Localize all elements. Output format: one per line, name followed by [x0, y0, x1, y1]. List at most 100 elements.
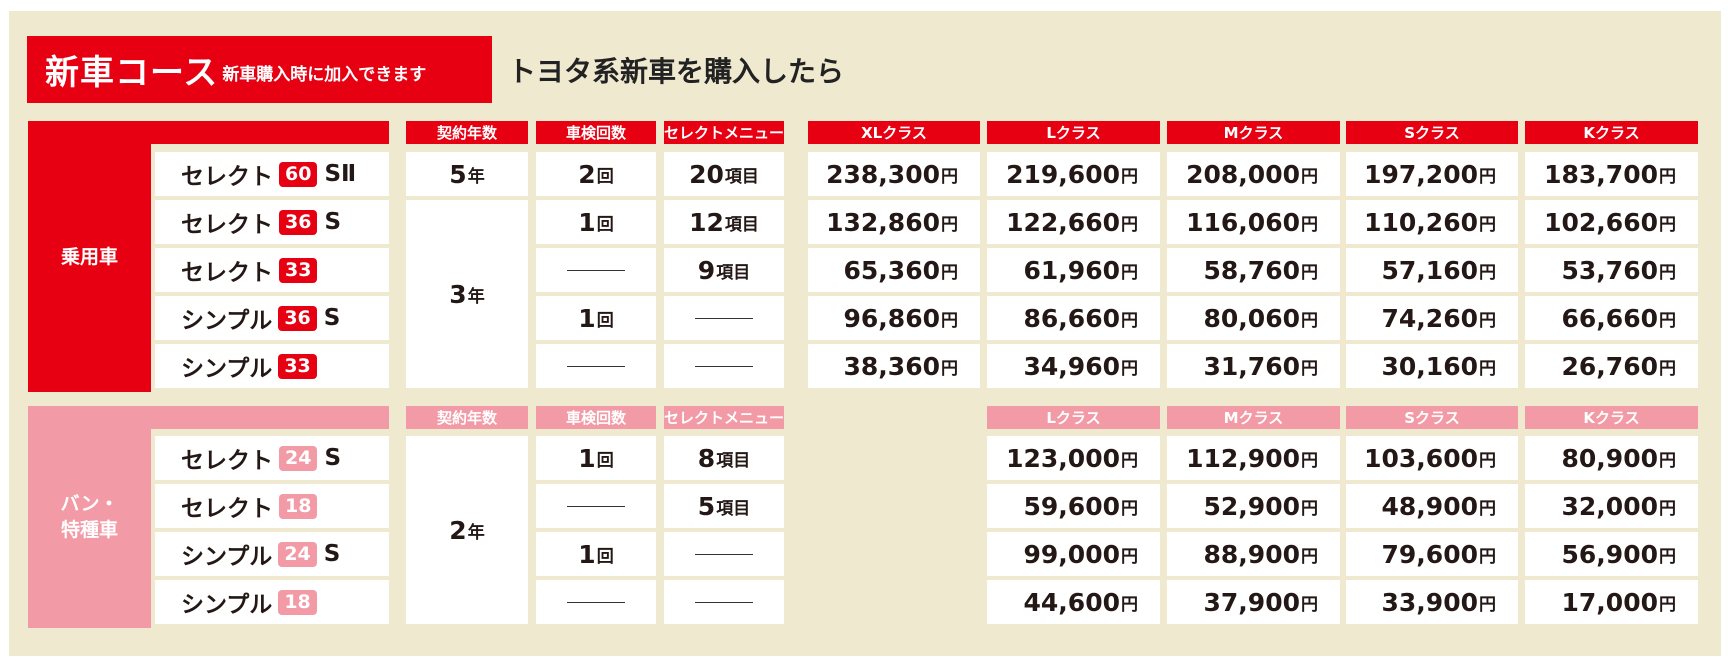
price-value: 48,900 — [1381, 491, 1478, 521]
price-value: 96,860 — [843, 303, 940, 333]
plan-header-strip — [151, 406, 389, 429]
column-header-text: セレクトメニュー — [664, 409, 785, 427]
column-header-text: 車検回数 — [565, 124, 626, 142]
price-unit: 円 — [1659, 310, 1676, 331]
price-cell: 65,360 円 — [808, 248, 980, 292]
price-value: 65,360 — [843, 255, 940, 285]
none-dash — [695, 365, 753, 367]
price-cell: 56,900 円 — [1525, 532, 1698, 576]
price-cell: 57,160 円 — [1346, 248, 1518, 292]
price-value: 238,300 — [826, 159, 940, 189]
inspection-count-cell — [536, 248, 656, 292]
inspection-count-cell — [536, 580, 656, 624]
price-unit: 円 — [941, 310, 958, 331]
price-unit: 円 — [1659, 358, 1676, 379]
plan-badge: 33 — [278, 353, 317, 379]
course-title-banner: 新車コース 新車購入時に加入できます — [27, 36, 492, 103]
price-class-header: Mクラス — [1167, 121, 1340, 144]
price-unit: 円 — [1121, 594, 1138, 615]
price-value: 132,860 — [826, 207, 940, 237]
price-value: 30,160 — [1381, 351, 1478, 381]
category-line: 特種車 — [60, 519, 118, 541]
price-value: 59,600 — [1023, 491, 1120, 521]
price-cell: 99,000 円 — [987, 532, 1160, 576]
price-unit: 円 — [1301, 498, 1318, 519]
price-cell: 112,900 円 — [1167, 436, 1340, 480]
plan-name-cell: セレクト 36 S — [155, 200, 389, 244]
plan-name-cell: シンプル 18 — [155, 580, 389, 624]
contract-years-unit: 年 — [467, 522, 485, 543]
price-class-header: Lクラス — [987, 121, 1160, 144]
price-class-header: Lクラス — [987, 406, 1160, 429]
price-cell: 26,760 円 — [1525, 344, 1698, 388]
column-header: セレクトメニュー — [664, 406, 784, 429]
price-value: 219,600 — [1006, 159, 1120, 189]
category-label: バン・ 特種車 — [28, 406, 151, 628]
price-unit: 円 — [1659, 214, 1676, 235]
price-unit: 円 — [1301, 166, 1318, 187]
select-menu-unit: 項目 — [724, 214, 759, 235]
price-cell: 53,760 円 — [1525, 248, 1698, 292]
category-label: 乗用車 — [28, 121, 151, 392]
plan-name: シンプル — [181, 592, 273, 618]
price-class-header: Mクラス — [1167, 406, 1340, 429]
contract-years: 3 — [449, 279, 467, 309]
price-cell: 238,300 円 — [808, 152, 980, 196]
price-value: 66,660 — [1561, 303, 1658, 333]
contract-years-unit: 年 — [467, 166, 485, 187]
none-dash — [695, 601, 753, 603]
column-header: 車検回数 — [536, 121, 656, 144]
select-menu-cell: 8 項目 — [664, 436, 784, 480]
price-class-text: XLクラス — [861, 124, 927, 142]
inspection-count: 2 — [578, 159, 596, 189]
plan-name: シンプル — [181, 544, 273, 570]
price-unit: 円 — [1479, 546, 1496, 567]
price-cell: 44,600 円 — [987, 580, 1160, 624]
inspection-unit: 回 — [596, 310, 614, 331]
select-menu-cell — [664, 344, 784, 388]
inspection-count: 1 — [578, 207, 596, 237]
contract-years-unit: 年 — [467, 286, 485, 307]
none-dash — [695, 317, 753, 319]
price-cell: 110,260 円 — [1346, 200, 1518, 244]
price-class-text: Sクラス — [1404, 124, 1460, 142]
price-unit: 円 — [1479, 498, 1496, 519]
price-unit: 円 — [1301, 450, 1318, 471]
price-unit: 円 — [1301, 214, 1318, 235]
category-text: バン・ 特種車 — [61, 491, 119, 543]
price-class-text: Kクラス — [1583, 409, 1640, 427]
course-subtitle: トヨタ系新車を購入したら — [508, 55, 845, 88]
plan-name-cell: セレクト 33 — [155, 248, 389, 292]
price-value: 31,760 — [1203, 351, 1300, 381]
price-cell: 66,660 円 — [1525, 296, 1698, 340]
price-value: 74,260 — [1381, 303, 1478, 333]
price-unit: 円 — [1479, 450, 1496, 471]
price-cell: 116,060 円 — [1167, 200, 1340, 244]
plan-name-cell: セレクト 18 — [155, 484, 389, 528]
column-header-text: セレクトメニュー — [664, 124, 785, 142]
column-header-text: 契約年数 — [436, 124, 497, 142]
price-value: 80,900 — [1561, 443, 1658, 473]
price-value: 123,000 — [1006, 443, 1120, 473]
price-value: 116,060 — [1186, 207, 1300, 237]
price-cell: 48,900 円 — [1346, 484, 1518, 528]
select-menu-cell — [664, 296, 784, 340]
price-value: 61,960 — [1023, 255, 1120, 285]
price-value: 56,900 — [1561, 539, 1658, 569]
plan-suffix: S — [324, 445, 342, 471]
price-cell: 58,760 円 — [1167, 248, 1340, 292]
price-cell: 52,900 円 — [1167, 484, 1340, 528]
price-cell: 208,000 円 — [1167, 152, 1340, 196]
price-class-text: Mクラス — [1223, 124, 1284, 142]
price-cell: 61,960 円 — [987, 248, 1160, 292]
contract-years: 5 — [449, 159, 467, 189]
price-value: 208,000 — [1186, 159, 1300, 189]
inspection-count-cell — [536, 344, 656, 388]
price-unit: 円 — [1659, 450, 1676, 471]
price-value: 79,600 — [1381, 539, 1478, 569]
price-class-header: Kクラス — [1525, 121, 1698, 144]
